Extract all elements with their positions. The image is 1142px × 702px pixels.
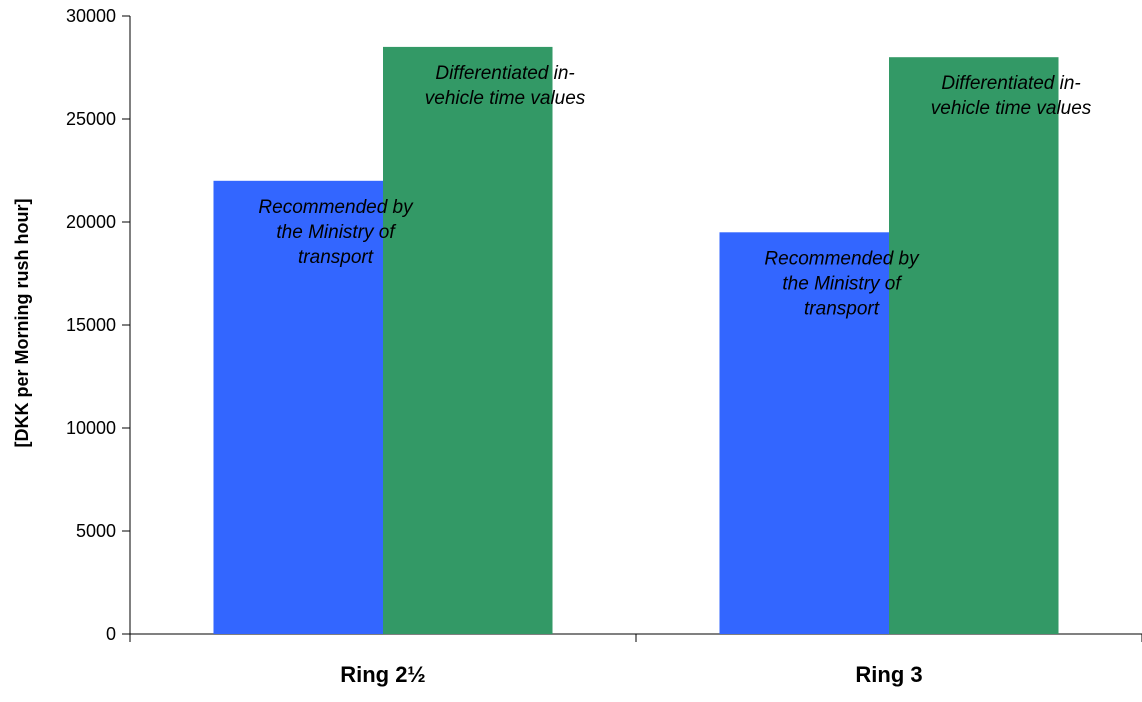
category-label: Ring 2½	[340, 662, 426, 687]
bar	[889, 57, 1059, 634]
bar-data-label: Differentiated in-vehicle time values	[931, 73, 1092, 119]
y-axis-title: [DKK per Morning rush hour]	[12, 199, 32, 448]
y-tick-label: 30000	[66, 6, 116, 26]
y-tick-label: 20000	[66, 212, 116, 232]
bar-data-label: Recommended by the Ministry of transport	[258, 197, 414, 268]
y-tick-label: 10000	[66, 418, 116, 438]
category-label: Ring 3	[855, 662, 922, 687]
bar-data-label: Recommended by the Ministry of transport	[764, 248, 920, 319]
y-tick-label: 0	[106, 624, 116, 644]
y-tick-label: 25000	[66, 109, 116, 129]
bar	[213, 180, 383, 635]
bar-data-label: Differentiated in-vehicle time values	[425, 63, 586, 109]
y-axis: 0 5000 10000 15000 20000 25000 30000	[66, 6, 131, 644]
bar	[719, 232, 889, 635]
bar	[383, 46, 553, 634]
bars	[213, 46, 1059, 635]
y-tick-label: 5000	[76, 521, 116, 541]
y-tick-label: 15000	[66, 315, 116, 335]
x-axis: Ring 2½ Ring 3	[129, 633, 1142, 687]
bar-labels: Recommended by the Ministry of transport Di…	[258, 63, 1091, 319]
